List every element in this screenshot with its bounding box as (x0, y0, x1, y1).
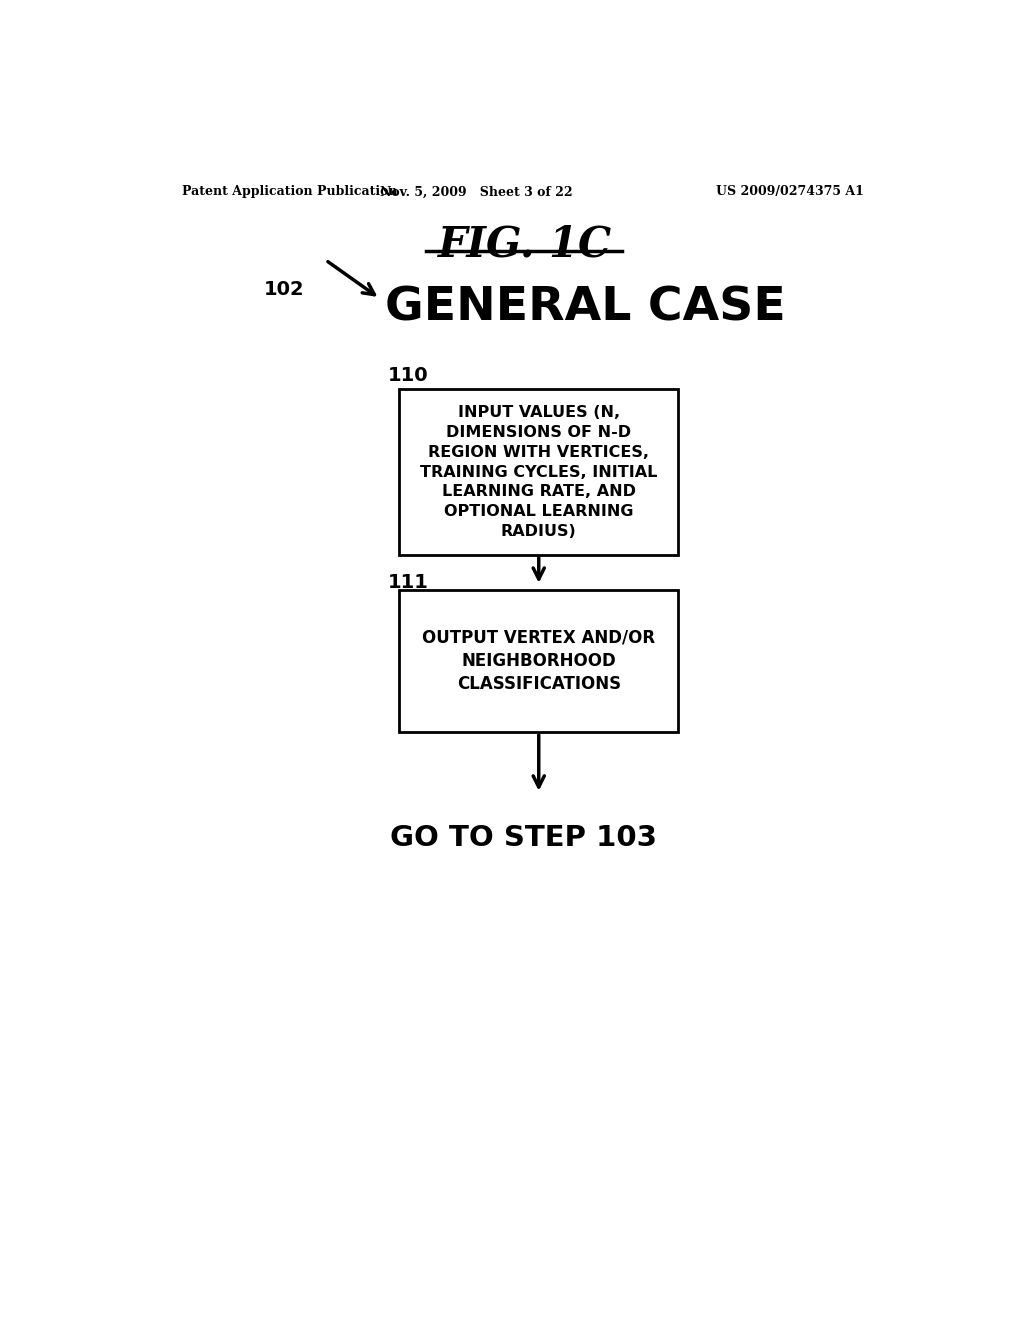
Text: 111: 111 (388, 573, 428, 591)
Text: 110: 110 (388, 367, 428, 385)
Text: Nov. 5, 2009   Sheet 3 of 22: Nov. 5, 2009 Sheet 3 of 22 (381, 185, 573, 198)
Text: US 2009/0274375 A1: US 2009/0274375 A1 (717, 185, 864, 198)
Bar (399, 389, 678, 554)
Bar (399, 590, 678, 733)
Text: GO TO STEP 103: GO TO STEP 103 (390, 825, 656, 853)
Text: Patent Application Publication: Patent Application Publication (182, 185, 397, 198)
Text: OUTPUT VERTEX AND/OR
NEIGHBORHOOD
CLASSIFICATIONS: OUTPUT VERTEX AND/OR NEIGHBORHOOD CLASSI… (422, 628, 655, 693)
Text: 102: 102 (263, 280, 304, 300)
Text: FIG. 1C: FIG. 1C (437, 224, 612, 265)
Text: GENERAL CASE: GENERAL CASE (385, 285, 785, 330)
Text: INPUT VALUES (N,
DIMENSIONS OF N-D
REGION WITH VERTICES,
TRAINING CYCLES, INITIA: INPUT VALUES (N, DIMENSIONS OF N-D REGIO… (420, 405, 657, 539)
